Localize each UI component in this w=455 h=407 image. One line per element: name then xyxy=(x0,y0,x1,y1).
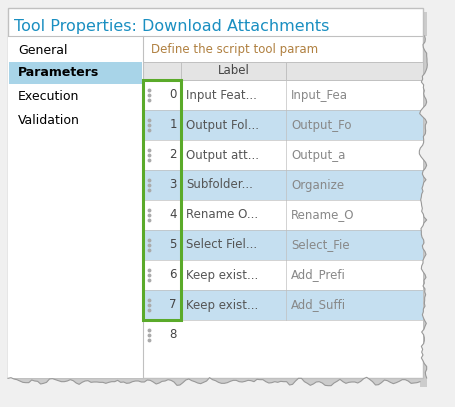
Text: Validation: Validation xyxy=(18,114,80,127)
Text: Rename O...: Rename O... xyxy=(186,208,258,221)
Bar xyxy=(143,170,422,200)
Text: Parameters: Parameters xyxy=(18,66,99,79)
Bar xyxy=(9,62,142,84)
Polygon shape xyxy=(419,36,455,378)
Bar xyxy=(143,62,422,80)
Text: General: General xyxy=(18,44,67,57)
Bar xyxy=(143,140,422,170)
Text: Label: Label xyxy=(217,64,249,77)
Text: Output Fol...: Output Fol... xyxy=(186,118,258,131)
Bar xyxy=(143,80,422,110)
Polygon shape xyxy=(8,377,419,407)
Text: Execution: Execution xyxy=(18,90,79,103)
Text: Rename_O: Rename_O xyxy=(290,208,354,221)
Text: Input Feat...: Input Feat... xyxy=(186,88,256,101)
Bar xyxy=(0,390,455,407)
Bar xyxy=(143,80,181,320)
Text: Tool Properties: Download Attachments: Tool Properties: Download Attachments xyxy=(14,18,329,33)
Text: Select_Fie: Select_Fie xyxy=(290,239,349,252)
Text: 0: 0 xyxy=(169,88,176,101)
Bar xyxy=(143,260,422,290)
Text: Output att...: Output att... xyxy=(186,149,258,162)
Text: Select Fiel...: Select Fiel... xyxy=(186,239,257,252)
Text: Add_Prefi: Add_Prefi xyxy=(290,269,345,282)
Text: Define the script tool param: Define the script tool param xyxy=(151,44,318,57)
Text: 4: 4 xyxy=(169,208,177,221)
Text: 5: 5 xyxy=(169,239,176,252)
Text: Output_a: Output_a xyxy=(290,149,344,162)
Bar xyxy=(143,200,422,230)
Bar xyxy=(143,290,422,320)
Text: Output_Fo: Output_Fo xyxy=(290,118,351,131)
Text: Input_Fea: Input_Fea xyxy=(290,88,347,101)
Text: Keep exist...: Keep exist... xyxy=(186,269,258,282)
Text: 1: 1 xyxy=(169,118,177,131)
Text: 3: 3 xyxy=(169,179,176,192)
Bar xyxy=(143,230,422,260)
Bar xyxy=(143,320,422,350)
Text: 8: 8 xyxy=(169,328,176,341)
Text: Subfolder...: Subfolder... xyxy=(186,179,253,192)
Text: 7: 7 xyxy=(169,298,177,311)
Bar xyxy=(8,36,143,378)
Bar xyxy=(429,0,455,407)
Text: Keep exist...: Keep exist... xyxy=(186,298,258,311)
Text: Add_Suffi: Add_Suffi xyxy=(290,298,345,311)
Bar xyxy=(143,110,422,140)
Text: 6: 6 xyxy=(169,269,177,282)
Text: Organize: Organize xyxy=(290,179,344,192)
Text: 2: 2 xyxy=(169,149,177,162)
